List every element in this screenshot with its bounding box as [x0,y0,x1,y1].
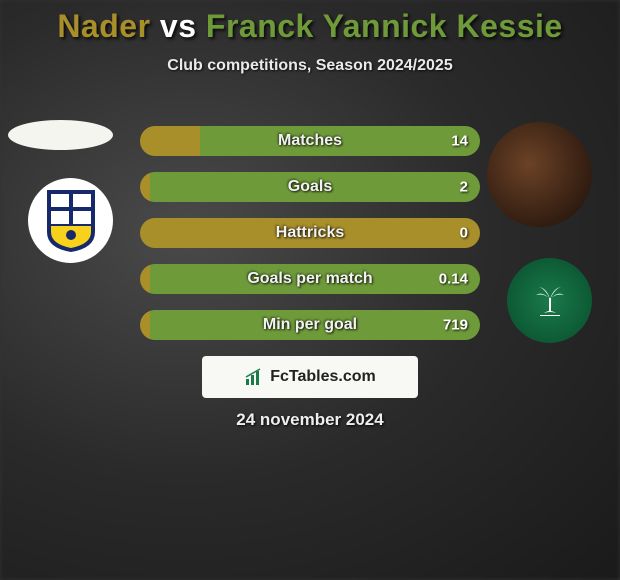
stat-bar: Goals per match [140,264,480,294]
stat-label: Min per goal [263,316,357,334]
stat-label: Goals per match [247,270,372,288]
stat-value-right: 14 [451,133,468,150]
stat-bar-left [140,264,150,294]
stat-label: Hattricks [276,224,344,242]
stat-value-right: 719 [443,317,468,334]
stat-value-right: 0 [460,225,468,242]
branding-badge: FcTables.com [202,356,418,398]
stat-label: Matches [278,132,342,150]
stat-label: Goals [288,178,332,196]
branding-label: FcTables.com [270,368,376,386]
bar-chart-icon [244,367,264,387]
stat-row: 3Matches14 [0,118,620,164]
stat-bar-left [140,172,150,202]
stat-bar: Hattricks [140,218,480,248]
stat-row: 0Hattricks0 [0,210,620,256]
page-title: Nader vs Franck Yannick Kessie [0,0,620,45]
stat-bar: Matches [140,126,480,156]
title-player2: Franck Yannick Kessie [206,8,563,44]
stat-value-right: 0.14 [439,271,468,288]
stat-bar-left [140,310,150,340]
stat-row: 0Goals2 [0,164,620,210]
stat-row: Goals per match 0.14 [0,256,620,302]
comparison-chart: 3Matches140Goals20Hattricks0Goals per ma… [0,118,620,348]
stat-value-right: 2 [460,179,468,196]
stat-row: Min per goal 719 [0,302,620,348]
stat-bar: Min per goal [140,310,480,340]
title-vs: vs [151,8,206,44]
subtitle: Club competitions, Season 2024/2025 [0,57,620,75]
date-label: 24 november 2024 [236,410,383,430]
stat-bar-left [140,126,200,156]
stat-bar: Goals [140,172,480,202]
title-player1: Nader [57,8,150,44]
